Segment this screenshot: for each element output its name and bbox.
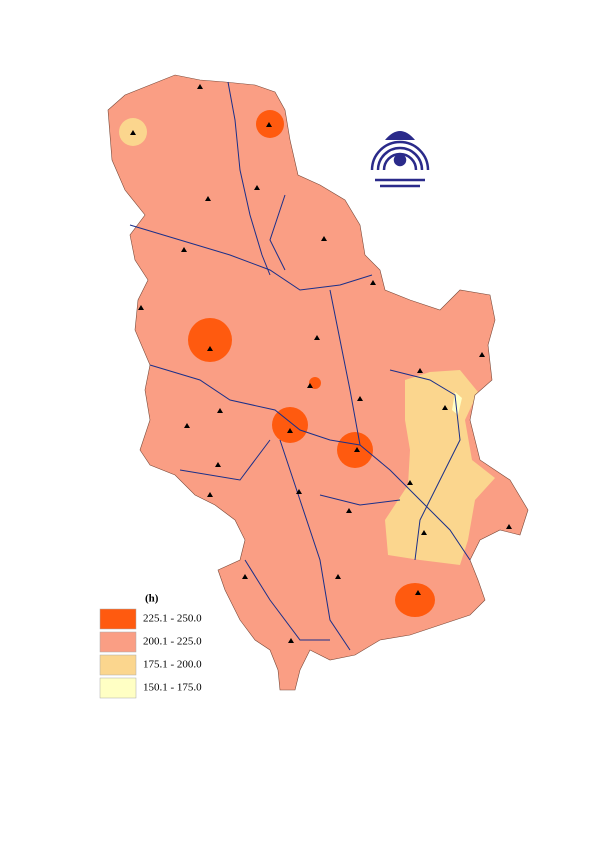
zone-175-200 [385, 370, 495, 565]
legend-label: 200.1 - 225.0 [143, 636, 202, 648]
legend: (h) 225.1 - 250.0 200.1 - 225.0 175.1 - 20… [99, 593, 202, 699]
legend-swatch [99, 654, 137, 676]
map-regions [108, 75, 528, 690]
rivers [129, 81, 471, 651]
zones-225-250 [188, 110, 435, 617]
legend-label: 225.1 - 250.0 [143, 613, 202, 625]
legend-title: (h) [145, 593, 159, 605]
logo [370, 131, 430, 188]
legend-label: 175.1 - 200.0 [143, 659, 202, 671]
legend-label: 150.1 - 175.0 [143, 682, 202, 694]
legend-swatch [99, 677, 137, 699]
legend-swatch [99, 631, 137, 653]
zone-150-175 [452, 392, 462, 415]
legend-swatch [99, 608, 137, 630]
